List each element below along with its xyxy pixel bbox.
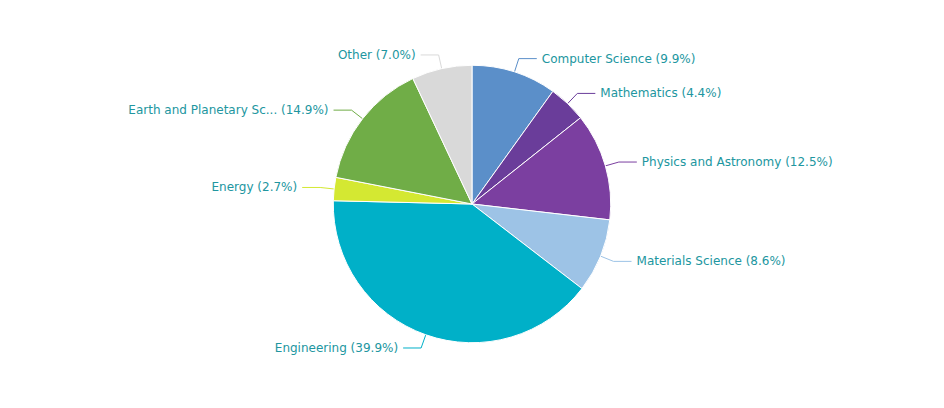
svg-text:Engineering (39.9%): Engineering (39.9%): [275, 341, 398, 355]
svg-text:Mathematics (4.4%): Mathematics (4.4%): [600, 86, 721, 100]
svg-text:Physics and Astronomy (12.5%): Physics and Astronomy (12.5%): [642, 155, 833, 169]
svg-text:Energy (2.7%): Energy (2.7%): [211, 180, 297, 194]
svg-text:Other (7.0%): Other (7.0%): [338, 48, 416, 62]
svg-text:Earth and Planetary Sc... (14.: Earth and Planetary Sc... (14.9%): [128, 103, 328, 117]
svg-text:Computer Science (9.9%): Computer Science (9.9%): [542, 52, 696, 66]
svg-text:Materials Science (8.6%): Materials Science (8.6%): [637, 254, 786, 268]
